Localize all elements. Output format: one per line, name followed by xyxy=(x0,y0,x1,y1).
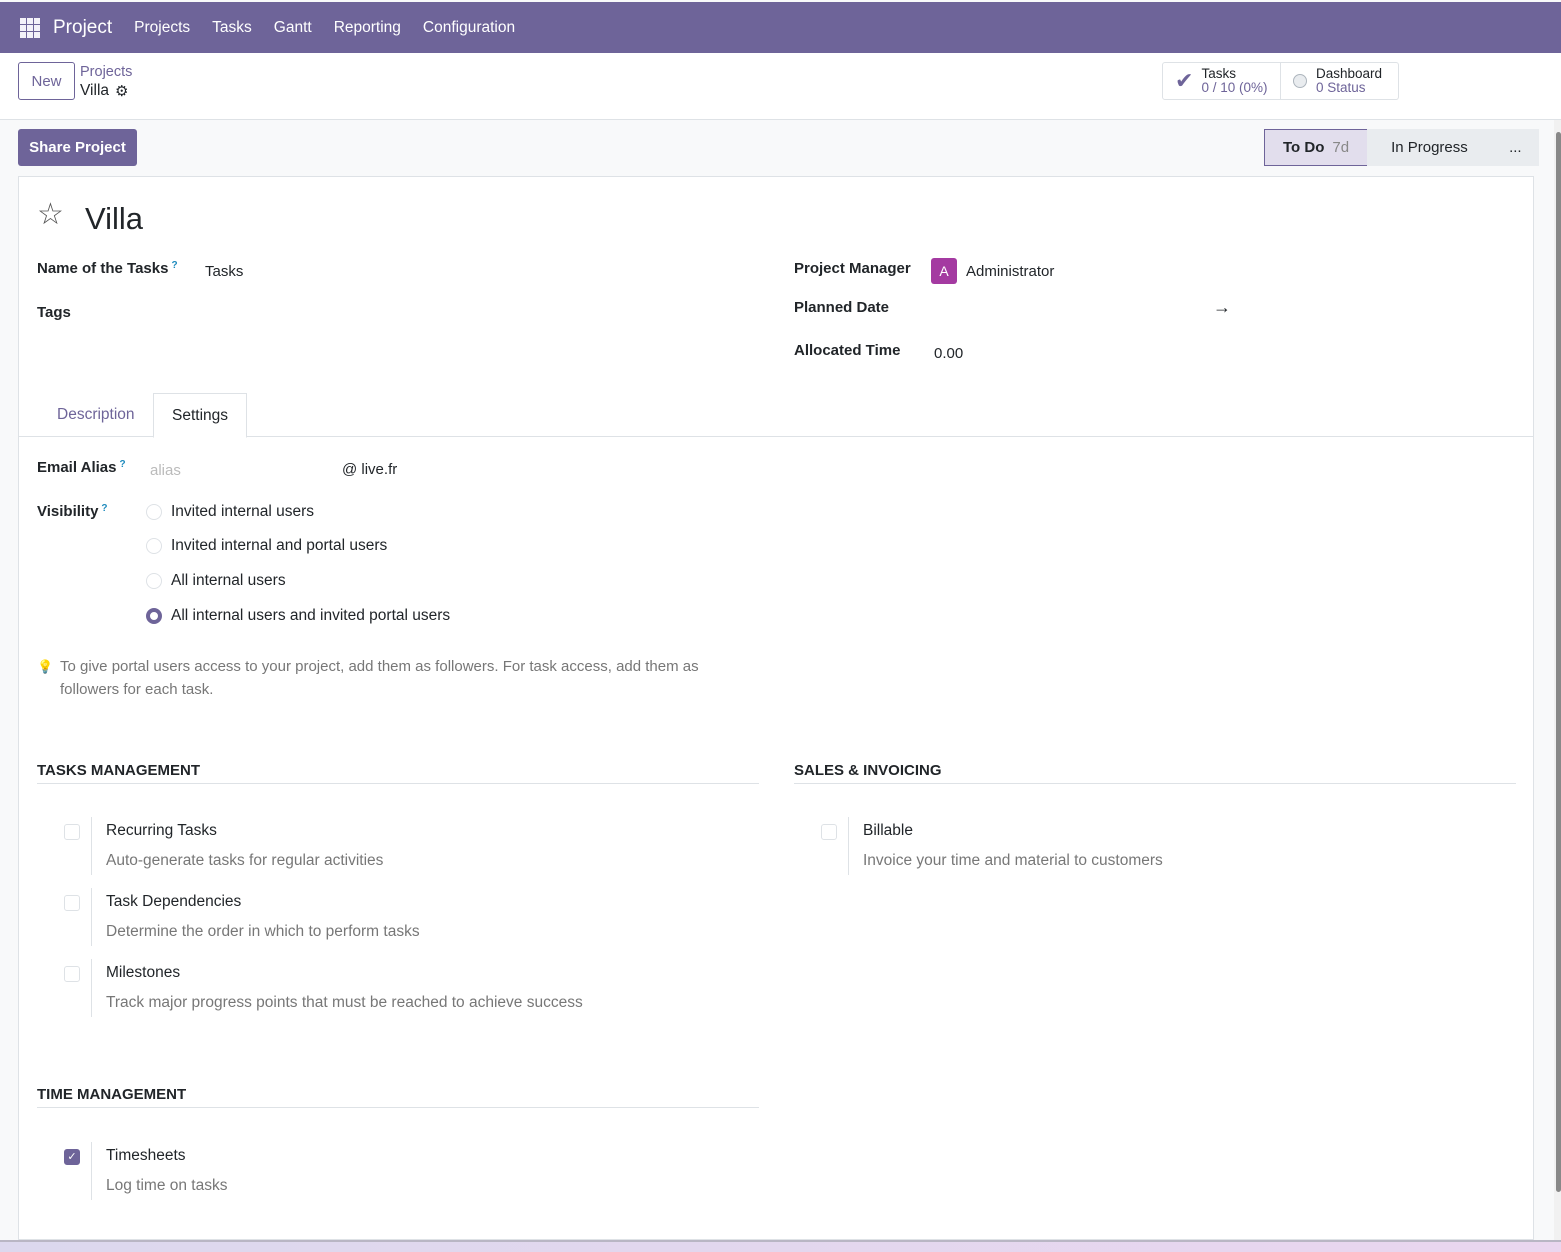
checkbox[interactable] xyxy=(64,895,80,911)
radio-label: All internal users and invited portal us… xyxy=(171,607,451,624)
scrollbar[interactable] xyxy=(1554,120,1561,1240)
share-project-button[interactable]: Share Project xyxy=(18,129,137,166)
visibility-option[interactable]: All internal users xyxy=(146,572,286,590)
email-alias-label: Email Alias? xyxy=(37,459,126,476)
radio-label: Invited internal users xyxy=(171,503,315,520)
menu-projects[interactable]: Projects xyxy=(134,18,191,36)
menu-reporting[interactable]: Reporting xyxy=(333,18,401,36)
star-icon[interactable]: ☆ xyxy=(37,198,64,231)
lightbulb-icon: 💡 xyxy=(37,659,54,674)
name-of-tasks-input[interactable]: Tasks xyxy=(205,263,244,280)
tasks-stat-label: Tasks xyxy=(1201,66,1236,81)
email-alias-input[interactable]: alias xyxy=(150,462,181,479)
name-of-tasks-label: Name of the Tasks? xyxy=(37,260,178,277)
help-icon[interactable]: ? xyxy=(171,260,178,271)
tags-label: Tags xyxy=(37,304,71,321)
taskbar-strip xyxy=(0,1240,1561,1252)
stage-todo-label: To Do xyxy=(1283,139,1325,156)
name-of-tasks-text: Name of the Tasks xyxy=(37,260,169,277)
form-sheet: ☆ Villa Name of the Tasks? Tasks Tags Pr… xyxy=(18,176,1534,1240)
project-manager-input[interactable]: Administrator xyxy=(966,263,1055,280)
breadcrumb-current-label: Villa xyxy=(80,82,110,99)
visibility-text: Visibility xyxy=(37,503,99,520)
gear-icon[interactable]: ⚙ xyxy=(115,83,129,100)
menu-configuration[interactable]: Configuration xyxy=(422,18,516,36)
visibility-label: Visibility? xyxy=(37,503,108,520)
option-title: Recurring Tasks xyxy=(106,822,217,839)
allocated-time-input[interactable]: 0.00 xyxy=(934,345,964,362)
checkbox[interactable] xyxy=(64,824,80,840)
option-title: Task Dependencies xyxy=(106,893,242,910)
menu-tasks[interactable]: Tasks xyxy=(212,18,252,36)
option-desc: Invoice your time and material to custom… xyxy=(863,852,1163,869)
stage-duration: 7d xyxy=(1332,139,1350,156)
tasks-stat-button[interactable]: ✔ Tasks 0 / 10 (0%) xyxy=(1163,63,1280,99)
stage-more[interactable]: ... xyxy=(1483,129,1540,166)
time-management-heading: TIME MANAGEMENT xyxy=(37,1086,759,1108)
help-icon[interactable]: ? xyxy=(119,459,126,470)
radio-button[interactable] xyxy=(146,573,162,589)
menu-gantt[interactable]: Gantt xyxy=(273,18,312,36)
checkbox-checked[interactable]: ✓ xyxy=(64,1149,80,1165)
check-icon: ✔ xyxy=(1175,68,1194,93)
option-desc: Track major progress points that must be… xyxy=(106,994,583,1011)
control-panel: New Projects Villa ⚙ ✔ Tasks 0 / 10 (0%) … xyxy=(0,53,1561,120)
stage-todo[interactable]: To Do 7d xyxy=(1264,129,1368,166)
email-alias-text: Email Alias xyxy=(37,459,117,476)
radio-label: All internal users xyxy=(171,572,286,589)
option-title: Billable xyxy=(863,822,913,839)
stage-statusbar: To Do 7d In Progress ... xyxy=(1264,129,1540,166)
app-name[interactable]: Project xyxy=(53,16,113,38)
hint-text: To give portal users access to your proj… xyxy=(60,658,699,698)
tab-description[interactable]: Description xyxy=(57,406,135,423)
radio-label: Invited internal and portal users xyxy=(171,537,388,554)
project-title[interactable]: Villa xyxy=(85,201,144,236)
notebook-tabs: Description Settings xyxy=(19,393,1533,438)
checkbox[interactable] xyxy=(64,966,80,982)
project-manager-label: Project Manager xyxy=(794,260,911,277)
dashboard-stat-label: Dashboard xyxy=(1316,66,1383,81)
status-circle-icon xyxy=(1293,74,1307,88)
option-desc: Auto-generate tasks for regular activiti… xyxy=(106,852,384,869)
help-icon[interactable]: ? xyxy=(101,503,108,514)
dashboard-stat-value: 0 Status xyxy=(1316,80,1366,95)
email-domain: @ live.fr xyxy=(342,461,398,478)
radio-button-checked[interactable] xyxy=(146,608,162,624)
allocated-time-label: Allocated Time xyxy=(794,342,901,359)
top-navbar: Project Projects Tasks Gantt Reporting C… xyxy=(0,2,1561,53)
tab-settings[interactable]: Settings xyxy=(153,393,248,438)
option-title: Milestones xyxy=(106,964,181,981)
stage-in-progress[interactable]: In Progress xyxy=(1367,129,1484,166)
checkbox[interactable] xyxy=(821,824,837,840)
option-title: Timesheets xyxy=(106,1147,186,1164)
visibility-option-selected[interactable]: All internal users and invited portal us… xyxy=(146,607,450,625)
planned-date-label: Planned Date xyxy=(794,299,890,316)
arrow-right-icon: → xyxy=(1213,297,1231,317)
tasks-stat-value: 0 / 10 (0%) xyxy=(1201,80,1268,95)
option-desc: Determine the order in which to perform … xyxy=(106,923,420,940)
radio-button[interactable] xyxy=(146,504,162,520)
visibility-hint: 💡 To give portal users access to your pro… xyxy=(37,655,737,701)
new-button[interactable]: New xyxy=(18,62,75,100)
visibility-option[interactable]: Invited internal users xyxy=(146,503,314,521)
breadcrumb-current: Villa ⚙ xyxy=(80,82,128,100)
apps-grid-icon[interactable] xyxy=(20,17,40,38)
visibility-option[interactable]: Invited internal and portal users xyxy=(146,537,387,555)
radio-button[interactable] xyxy=(146,538,162,554)
option-desc: Log time on tasks xyxy=(106,1177,228,1194)
breadcrumb-projects[interactable]: Projects xyxy=(80,64,133,80)
tasks-management-heading: TASKS MANAGEMENT xyxy=(37,762,759,784)
avatar: A xyxy=(931,258,957,284)
sales-invoicing-heading: SALES & INVOICING xyxy=(794,762,1516,784)
smart-buttons: ✔ Tasks 0 / 10 (0%) Dashboard 0 Status xyxy=(1162,62,1399,100)
dashboard-stat-button[interactable]: Dashboard 0 Status xyxy=(1280,63,1398,99)
